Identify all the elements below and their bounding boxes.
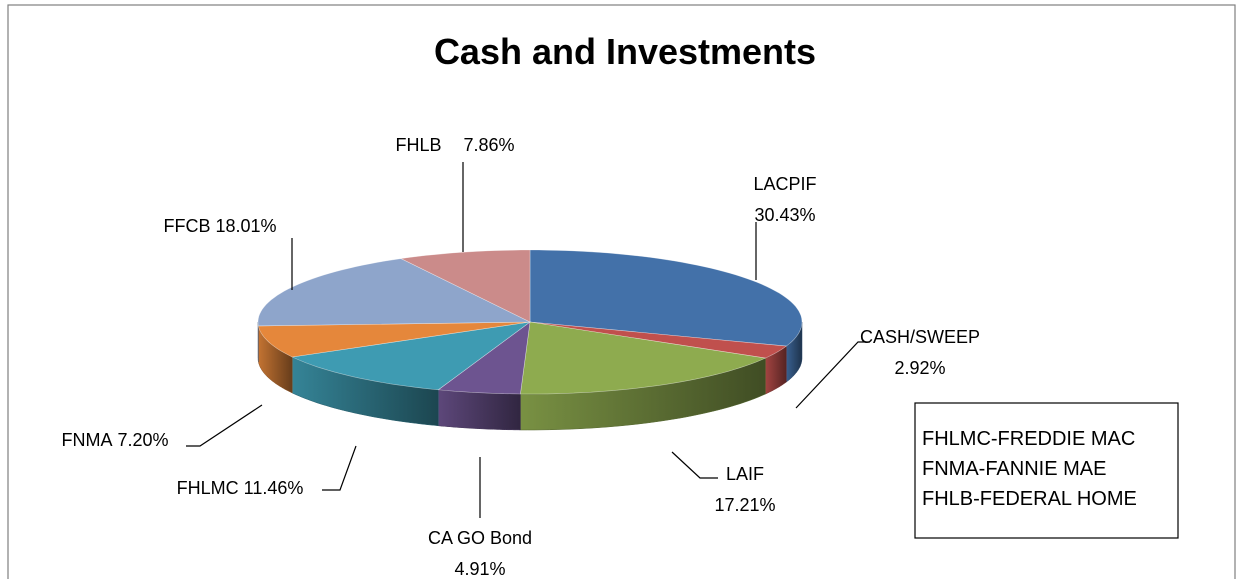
slice <box>257 258 531 327</box>
slice <box>437 321 531 395</box>
slice-value-label: 18.01% <box>215 216 276 236</box>
slice-value-label: 30.43% <box>754 205 815 225</box>
slice <box>520 321 767 395</box>
slice-label: LAIF <box>726 464 764 484</box>
leader-line <box>671 451 718 479</box>
note-line: FNMA-FANNIE MAE <box>922 458 1106 480</box>
slice-name: FHLB <box>395 135 441 155</box>
leader-line <box>795 341 870 409</box>
slice-label: FNMA 7.20% <box>61 430 168 450</box>
slice-label: CA GO Bond <box>428 528 532 548</box>
leader-line <box>186 404 263 447</box>
slice-value-label: 17.21% <box>714 495 775 515</box>
leader-line <box>322 445 357 491</box>
note-box <box>914 402 1179 539</box>
slice-label: FHLB 7.86% <box>395 135 514 155</box>
slice-label: FHLMC 11.46% <box>177 478 304 498</box>
note-line: FHLB-FEDERAL HOME <box>922 488 1137 510</box>
slice-side <box>438 389 521 431</box>
note-line: FHLMC-FREDDIE MAC <box>922 428 1135 450</box>
slice-value-label: 7.20% <box>117 430 168 450</box>
slice-label: FFCB 18.01% <box>163 216 276 236</box>
slice-value-label: 4.91% <box>454 559 505 579</box>
slice-value-label: 11.46% <box>244 478 304 498</box>
slice-name: FFCB <box>163 216 210 236</box>
slice-value-label: 7.86% <box>463 135 514 155</box>
slice <box>529 321 788 359</box>
chart-title: Cash and Investments <box>434 31 816 72</box>
slice-name: FHLMC <box>177 478 239 498</box>
slice <box>400 249 531 323</box>
slice-label: LACPIF <box>753 174 816 194</box>
slice <box>291 321 531 391</box>
slice <box>529 249 803 347</box>
slice <box>258 321 531 358</box>
slice-value-label: 2.92% <box>894 358 945 378</box>
slice-label: CASH/SWEEP <box>860 327 980 347</box>
slice-name: FNMA <box>61 430 112 450</box>
